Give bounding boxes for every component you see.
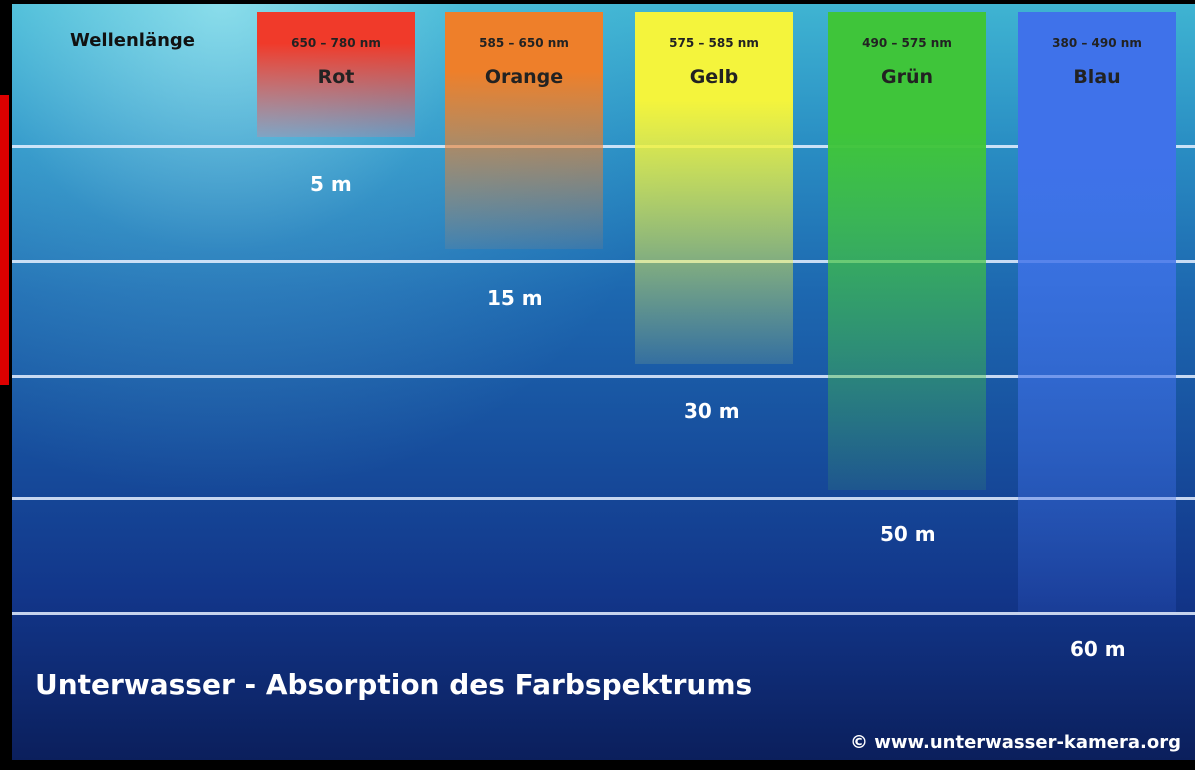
color-name: Rot — [257, 66, 415, 88]
depth-label: 5 m — [310, 172, 352, 196]
title: Unterwasser - Absorption des Farbspektru… — [35, 668, 752, 701]
spectrum-column: 585 – 650 nm Orange — [445, 12, 603, 249]
depth-label: 60 m — [1070, 637, 1126, 661]
edge-strip — [0, 95, 9, 385]
header-label: Wellenlänge — [70, 30, 195, 51]
page: Wellenlänge Unterwasser - Absorption des… — [0, 0, 1195, 770]
wavelength-range: 575 – 585 nm — [635, 36, 793, 50]
wavelength-range: 650 – 780 nm — [257, 36, 415, 50]
depth-line — [12, 612, 1195, 615]
wavelength-range: 490 – 575 nm — [828, 36, 986, 50]
wavelength-range: 380 – 490 nm — [1018, 36, 1176, 50]
infographic: Wellenlänge Unterwasser - Absorption des… — [12, 4, 1195, 760]
credit: © www.unterwasser-kamera.org — [850, 732, 1181, 753]
spectrum-column: 575 – 585 nm Gelb — [635, 12, 793, 364]
spectrum-column: 490 – 575 nm Grün — [828, 12, 986, 490]
depth-label: 30 m — [684, 399, 740, 423]
color-name: Blau — [1018, 66, 1176, 88]
depth-label: 15 m — [487, 286, 543, 310]
color-name: Gelb — [635, 66, 793, 88]
color-name: Grün — [828, 66, 986, 88]
spectrum-column: 380 – 490 nm Blau — [1018, 12, 1176, 612]
wavelength-range: 585 – 650 nm — [445, 36, 603, 50]
spectrum-column: 650 – 780 nm Rot — [257, 12, 415, 137]
color-name: Orange — [445, 66, 603, 88]
depth-label: 50 m — [880, 522, 936, 546]
